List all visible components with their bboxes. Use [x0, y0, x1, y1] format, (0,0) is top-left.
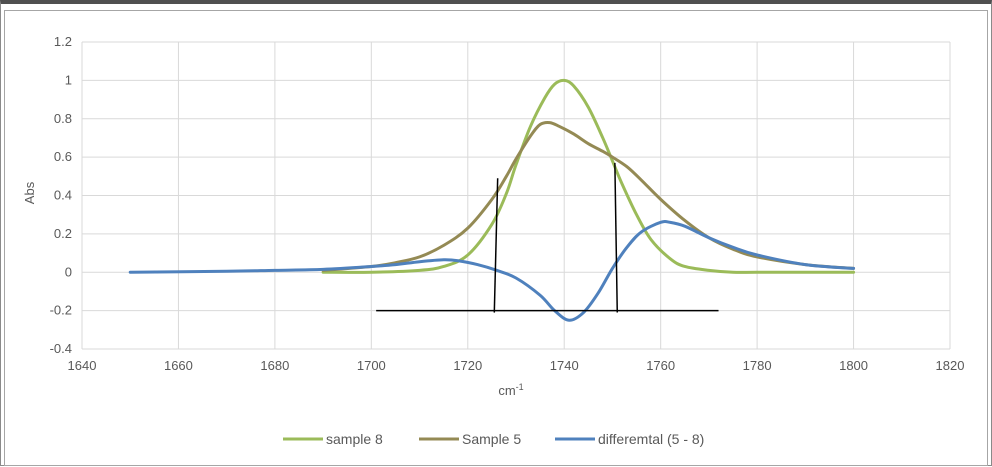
x-tick-label: 1640: [68, 358, 97, 373]
y-tick-label: 0.2: [54, 226, 72, 241]
legend: sample 8 Sample 5 differemtal (5 - 8): [283, 431, 704, 447]
y-tick-label: -0.2: [50, 303, 72, 318]
x-axis-title: cm-1: [498, 382, 523, 398]
series-layer: [128, 78, 856, 322]
gridlines: [81, 41, 951, 350]
y-tick-label: 0.4: [54, 188, 72, 203]
y-tick-label: 0: [65, 264, 72, 279]
legend-label: Sample 5: [462, 431, 521, 447]
line-chart: -0.4 -0.2 0 0.2 0.4 0.6 0.8 1 1.2 1640 1660 1680 170…: [22, 34, 965, 447]
series-line-sample-5: [321, 120, 856, 272]
x-tick-label: 1760: [646, 358, 675, 373]
x-tick-label: 1720: [453, 358, 482, 373]
marker-line: [614, 162, 619, 313]
x-tick-label: 1680: [260, 358, 289, 373]
x-axis-title-superscript: -1: [516, 382, 524, 392]
x-tick-label: 1740: [550, 358, 579, 373]
x-tick-label: 1800: [839, 358, 868, 373]
y-tick-label: 0.8: [54, 111, 72, 126]
x-tick-label: 1660: [164, 358, 193, 373]
x-tick-label: 1700: [357, 358, 386, 373]
chart-area: -0.4 -0.2 0 0.2 0.4 0.6 0.8 1 1.2 1640 1660 1680 170…: [4, 10, 988, 466]
x-tick-label: 1820: [936, 358, 965, 373]
series-line-sample-8: [321, 78, 856, 274]
annotation-layer: [376, 162, 719, 313]
y-tick-label: -0.4: [50, 341, 72, 356]
legend-label: sample 8: [326, 431, 383, 447]
y-axis-title: Abs: [22, 181, 37, 204]
series-line-differential: [128, 219, 856, 322]
y-tick-label: 0.6: [54, 149, 72, 164]
y-tick-label: 1: [65, 72, 72, 87]
x-tick-label: 1780: [743, 358, 772, 373]
marker-line: [493, 178, 499, 313]
y-tick-label: 1.2: [54, 34, 72, 49]
legend-label: differemtal (5 - 8): [598, 431, 704, 447]
tick-labels: -0.4 -0.2 0 0.2 0.4 0.6 0.8 1 1.2 1640 1660 1680 170…: [50, 34, 965, 373]
